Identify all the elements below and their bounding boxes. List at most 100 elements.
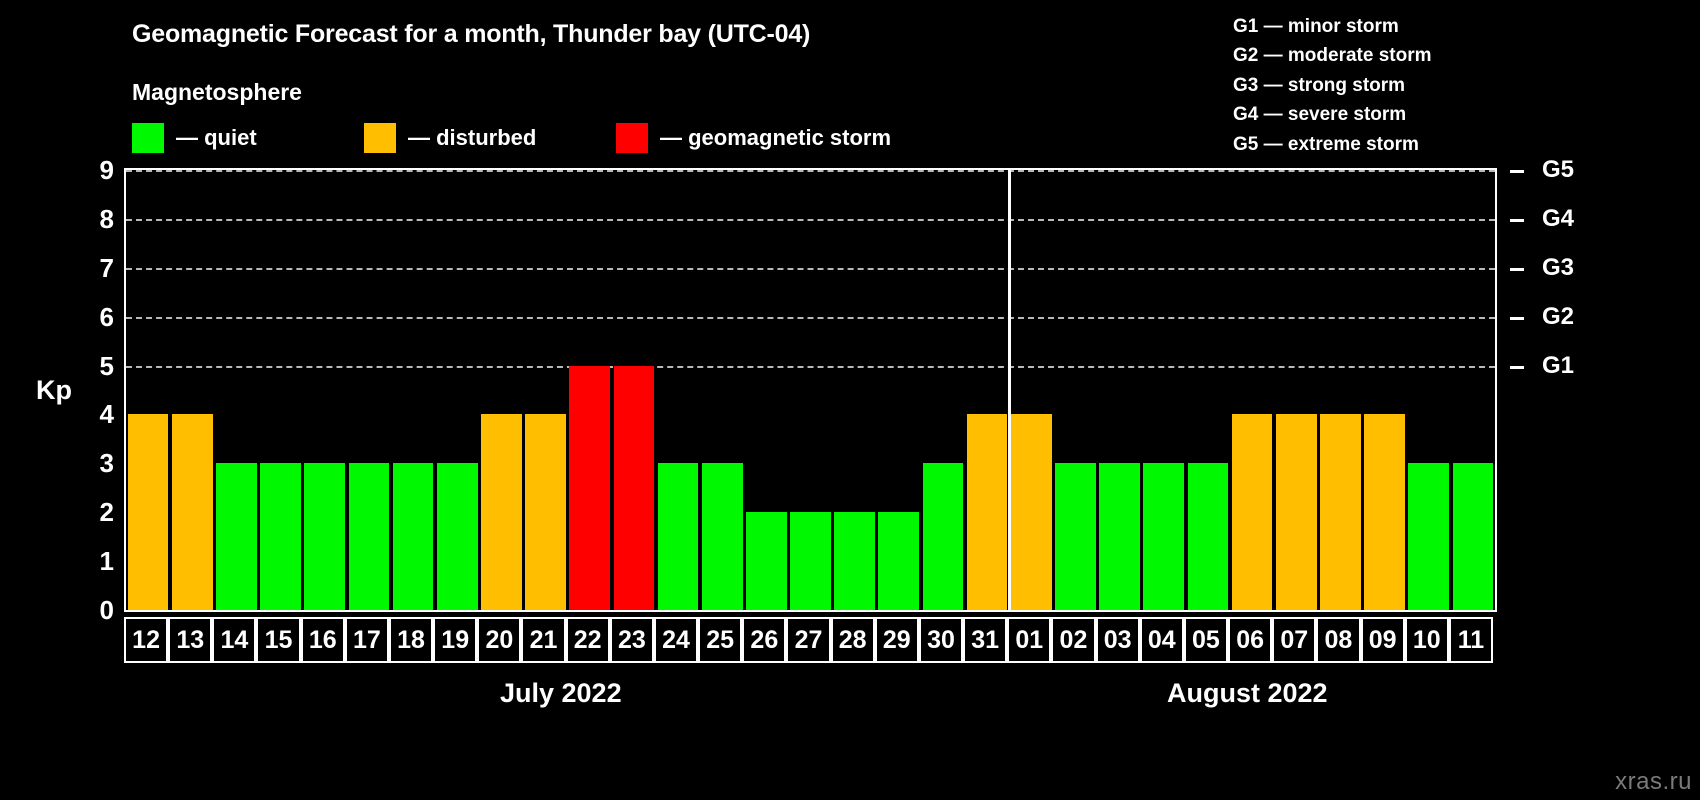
y-tick-label-5: 5	[99, 350, 114, 381]
legend-swatch-disturbed-icon	[364, 123, 396, 153]
g-tick-mark-G1	[1510, 365, 1524, 369]
bar-02[interactable]	[1055, 463, 1096, 610]
day-label-04[interactable]: 04	[1139, 617, 1184, 663]
gridline-kp-5	[126, 365, 1495, 368]
bar-29[interactable]	[878, 512, 920, 610]
bar-14[interactable]	[216, 463, 257, 610]
legend-label-quiet: — quiet	[176, 125, 257, 150]
g-tick-label-G3: G3	[1542, 253, 1575, 281]
day-label-08[interactable]: 08	[1316, 617, 1361, 663]
day-label-26[interactable]: 26	[742, 617, 787, 663]
bar-26[interactable]	[746, 512, 787, 610]
bar-11[interactable]	[1452, 463, 1494, 610]
day-label-21[interactable]: 21	[521, 617, 566, 663]
g-tick-label-G5: G5	[1542, 156, 1575, 183]
page-title: Geomagnetic Forecast for a month, Thunde…	[132, 20, 811, 48]
bar-16[interactable]	[304, 463, 346, 610]
bars-layer	[126, 170, 1495, 610]
legend-label-storm: — geomagnetic storm	[660, 125, 892, 150]
legend-swatch-quiet-icon	[132, 123, 164, 153]
legend-item-storm: — geomagnetic storm	[616, 122, 891, 154]
gscale-line-g4: G4 — severe storm	[1233, 104, 1407, 126]
day-label-14[interactable]: 14	[212, 617, 257, 663]
day-label-06[interactable]: 06	[1228, 617, 1273, 663]
y-tick-label-9: 9	[99, 155, 114, 185]
day-label-11[interactable]: 11	[1448, 617, 1493, 663]
bar-25[interactable]	[701, 463, 743, 610]
bar-18[interactable]	[392, 463, 434, 610]
g-tick-label-G2: G2	[1542, 302, 1575, 330]
day-label-28[interactable]: 28	[830, 617, 875, 663]
bar-19[interactable]	[436, 463, 478, 610]
bar-31[interactable]	[966, 414, 1008, 610]
gridline-kp-8	[126, 218, 1495, 221]
day-label-18[interactable]: 18	[388, 617, 434, 663]
bar-15[interactable]	[260, 463, 301, 610]
bar-17[interactable]	[348, 463, 390, 610]
day-label-31[interactable]: 31	[963, 617, 1008, 663]
day-label-30[interactable]: 30	[918, 617, 964, 663]
bar-22[interactable]	[569, 365, 611, 610]
y-tick-label-8: 8	[99, 203, 114, 234]
y-tick-label-7: 7	[99, 252, 114, 283]
gscale-line-g2: G2 — moderate storm	[1233, 45, 1432, 67]
g-tick-mark-G3	[1510, 267, 1524, 271]
day-label-27[interactable]: 27	[786, 617, 831, 663]
bar-12[interactable]	[127, 414, 169, 610]
gridline-kp-9	[126, 170, 1495, 172]
g-tick-mark-G4	[1510, 218, 1524, 222]
y-tick-label-1: 1	[99, 546, 114, 577]
y-tick-label-3: 3	[99, 448, 114, 479]
bar-13[interactable]	[171, 414, 213, 610]
bar-05[interactable]	[1187, 463, 1229, 610]
bar-21[interactable]	[525, 414, 566, 610]
day-label-17[interactable]: 17	[344, 617, 389, 663]
legend-heading: Magnetosphere	[132, 79, 302, 105]
bar-06[interactable]	[1231, 414, 1273, 610]
bar-01[interactable]	[1010, 414, 1052, 610]
bar-07[interactable]	[1275, 414, 1317, 610]
bar-27[interactable]	[790, 512, 831, 610]
legend-item-quiet: — quiet	[132, 122, 364, 154]
day-label-05[interactable]: 05	[1183, 617, 1229, 663]
bar-20[interactable]	[481, 414, 522, 610]
watermark: xras.ru	[1615, 768, 1692, 795]
day-label-29[interactable]: 29	[874, 617, 919, 663]
legend-swatch-storm-icon	[616, 123, 648, 153]
y-tick-label-0: 0	[99, 595, 114, 625]
y-tick-label-2: 2	[99, 497, 114, 528]
y-axis-title: Kp	[36, 375, 72, 405]
day-label-12[interactable]: 12	[124, 617, 169, 663]
day-label-16[interactable]: 16	[300, 617, 345, 663]
day-label-02[interactable]: 02	[1051, 617, 1096, 663]
day-label-07[interactable]: 07	[1272, 617, 1317, 663]
bar-08[interactable]	[1320, 414, 1361, 610]
day-label-22[interactable]: 22	[565, 617, 610, 663]
bar-09[interactable]	[1364, 414, 1405, 610]
bar-04[interactable]	[1143, 463, 1185, 610]
day-label-20[interactable]: 20	[477, 617, 522, 663]
day-label-24[interactable]: 24	[653, 617, 699, 663]
y-tick-label-6: 6	[99, 301, 114, 332]
day-label-23[interactable]: 23	[609, 617, 654, 663]
day-label-03[interactable]: 03	[1095, 617, 1140, 663]
bar-28[interactable]	[834, 512, 875, 610]
bar-23[interactable]	[613, 365, 655, 610]
plot-area	[124, 168, 1497, 612]
day-label-01[interactable]: 01	[1007, 617, 1052, 663]
legend-label-disturbed: — disturbed	[408, 125, 537, 150]
day-label-13[interactable]: 13	[168, 617, 213, 663]
bar-30[interactable]	[922, 463, 964, 610]
gscale-line-g3: G3 — strong storm	[1233, 74, 1406, 96]
gscale-description-list: G1 — minor storm G2 — moderate storm G3 …	[1233, 12, 1563, 159]
day-label-25[interactable]: 25	[698, 617, 743, 663]
bar-10[interactable]	[1408, 463, 1450, 610]
day-label-15[interactable]: 15	[256, 617, 301, 663]
bar-24[interactable]	[657, 463, 699, 610]
bar-03[interactable]	[1099, 463, 1140, 610]
day-label-09[interactable]: 09	[1360, 617, 1405, 663]
month-divider	[1007, 170, 1011, 610]
day-label-19[interactable]: 19	[433, 617, 478, 663]
gscale-line-g1: G1 — minor storm	[1233, 16, 1399, 37]
day-label-10[interactable]: 10	[1404, 617, 1449, 663]
